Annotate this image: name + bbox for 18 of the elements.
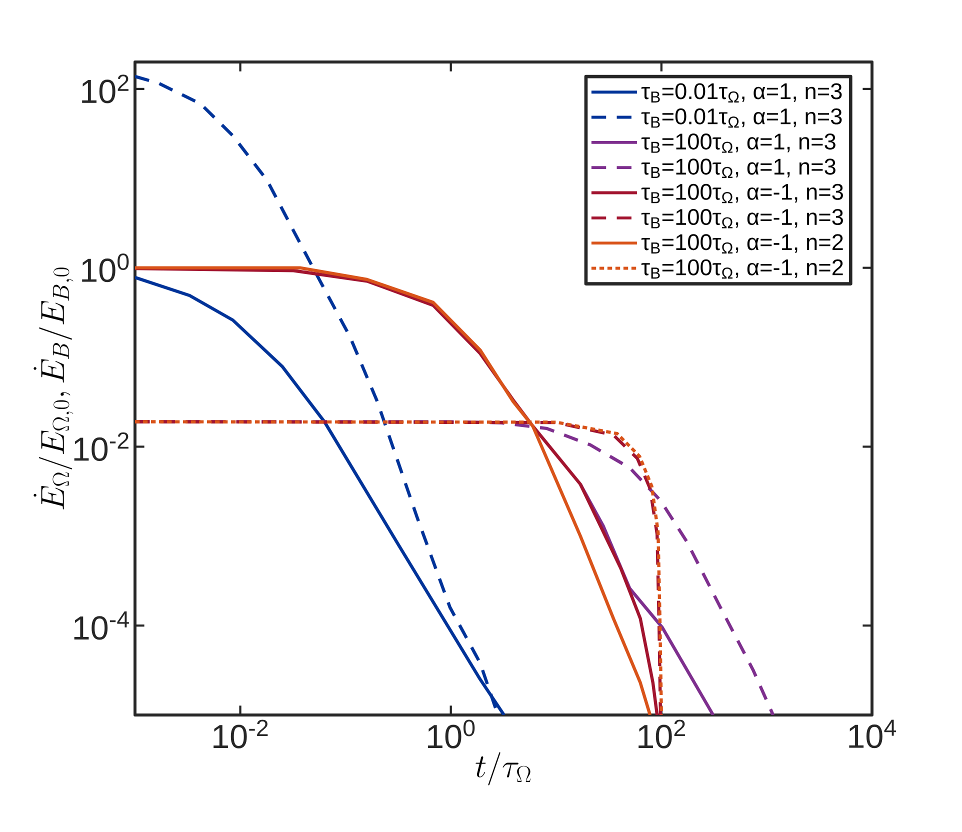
x-tick-label: 10$^{0}$ [428, 720, 475, 748]
legend-label: τ$_{B}$=100τ$_{Ω}$, α=1, n=3 [641, 158, 836, 178]
legend-label: τ$_{B}$=100τ$_{Ω}$, α=-1, n=3 [641, 184, 843, 204]
y-tick-label: 10$^{2}$ [82, 74, 128, 104]
legend-label: τ$_{B}$=100τ$_{Ω}$, α=-1, n=2 [641, 259, 843, 279]
y-axis-title: $\dot{E}_\Omega/E_{\Omega,0}, \dot{E}_B/E_{B,0}$ [34, 268, 74, 510]
x-tick-label: 10$^{4}$ [849, 720, 896, 748]
y-tick-label: 10$^{-2}$ [74, 432, 128, 462]
x-tick-label: 10$^{2}$ [638, 720, 685, 748]
legend-label: τ$_{B}$=100τ$_{Ω}$, α=-1, n=3 [641, 208, 843, 228]
legend-label: τ$_{B}$=100τ$_{Ω}$, α=1, n=3 [641, 134, 836, 153]
y-tick-label: 10$^{0}$ [82, 253, 129, 282]
legend-label: τ$_{B}$=0.01τ$_{Ω}$, α=1, n=3 [641, 108, 842, 128]
y-tick-label: 10$^{-4}$ [74, 611, 129, 640]
x-axis-title: $t/\tau_\Omega$ [476, 752, 531, 786]
x-tick-label: 10$^{-2}$ [214, 720, 268, 748]
legend-label: τ$_{B}$=100τ$_{Ω}$, α=-1, n=2 [641, 234, 843, 254]
legend-label: τ$_{B}$=0.01τ$_{Ω}$, α=1, n=3 [641, 83, 842, 102]
